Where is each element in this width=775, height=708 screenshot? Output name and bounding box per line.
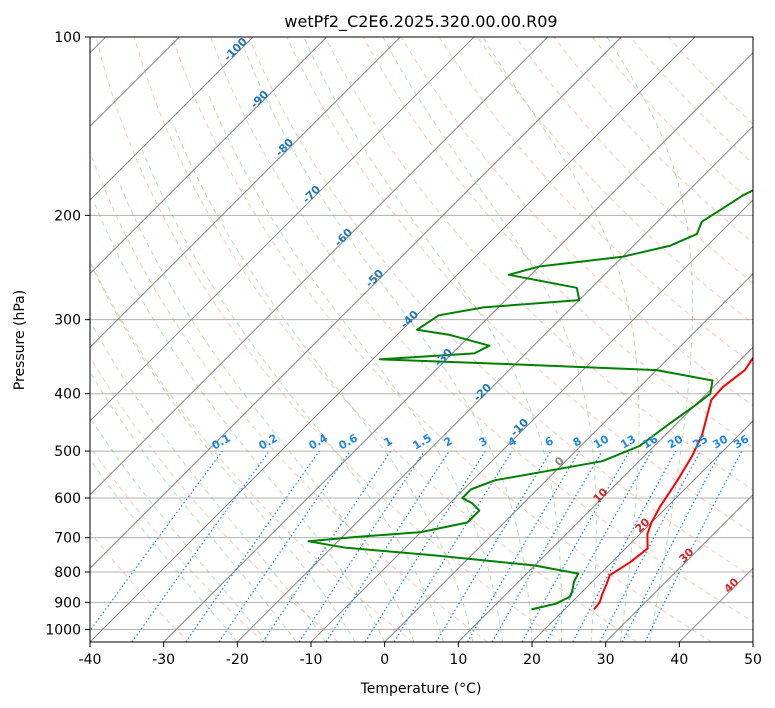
dry-adiabat [171,37,712,642]
mixing-ratio-line [545,450,653,642]
y-tick-label: 600 [54,491,81,507]
moist-adiabat [90,370,297,642]
mixing-ratio-line [218,450,351,642]
isotherm-line [90,37,401,349]
x-tick-label: -10 [300,652,323,668]
mixing-ratio-line [298,450,425,642]
moist-adiabat [90,458,238,642]
plot-frame [89,36,754,643]
mixing-ratio-line [262,450,392,642]
x-tick-label: 40 [670,652,688,668]
dry-adiabat [400,37,753,407]
x-tick-label: 30 [597,652,615,668]
isotherm-line [384,272,753,642]
y-tick-label: 700 [54,531,81,547]
x-axis-label: Temperature (°C) [360,681,482,697]
moist-adiabat [482,37,640,642]
dry-adiabat [90,531,190,642]
x-tick-label: -20 [226,652,249,668]
dewpoint-profile-line [307,189,753,611]
mixing-ratio-line [185,450,320,642]
moist-adiabat [141,149,445,642]
y-axis-ticks: 100 200 300 400 500 600 700 800 900 1000 [45,30,90,638]
y-axis-label: Pressure (hPa) [12,290,28,390]
x-tick-label: 50 [744,652,762,668]
dry-adiabat [248,37,753,578]
mixing-ratio-line [521,450,631,642]
moist-adiabat [93,201,386,642]
isotherm-line [90,37,696,642]
x-tick-label: -30 [152,652,175,668]
x-axis-ticks: -40 -30 -20 -10 0 10 20 30 40 50 [79,642,762,668]
dry-adiabat [438,37,753,366]
isotherm-line [310,199,753,642]
dry-adiabat [90,356,339,642]
y-tick-label: 500 [54,444,81,460]
x-tick-label: 0 [380,652,389,668]
mixing-ratio-line [644,450,743,642]
mixing-ratio-line [572,450,677,642]
x-tick-label: 20 [523,652,541,668]
y-tick-label: 400 [54,387,81,403]
x-tick-label: -40 [79,652,102,668]
isotherm-line [605,493,753,642]
moist-adiabat [606,37,694,642]
data-series [307,189,753,611]
isotherm-line [90,37,549,496]
moist-adiabat [303,37,563,642]
y-tick-label: 100 [54,30,81,46]
dry-adiabat [133,37,638,642]
isotherm-line [90,37,475,422]
isotherm-line [90,37,622,570]
y-tick-label: 300 [54,313,81,329]
mixing-ratio-line [90,450,223,632]
y-tick-label: 1000 [45,622,81,638]
isotherm-line [531,420,753,642]
isotherm-line [236,125,753,642]
isotherm-line [457,346,753,642]
background-lines [90,37,753,642]
y-tick-label: 900 [54,595,81,611]
moist-adiabat [244,49,533,642]
dry-adiabat [90,445,264,642]
dry-adiabat [515,37,753,284]
moist-adiabat [90,320,327,642]
mixing-ratio-line [131,450,270,642]
chart-title: wetPf2_C2E6.2025.320.00.00.R09 [284,12,557,32]
isotherm-line [90,37,328,275]
y-tick-label: 200 [54,208,81,224]
dry-adiabat [95,37,563,642]
moist-adiabat [117,180,415,642]
dry-adiabat [210,37,753,623]
mixing-ratio-line [393,450,513,642]
mixing-ratio-line [325,450,450,642]
temperature-profile-line [593,356,753,611]
x-tick-label: 10 [449,652,467,668]
moist-adiabat [90,261,356,642]
dry-adiabat [90,150,488,642]
y-tick-label: 800 [54,565,81,581]
isotherm-line [90,37,254,201]
